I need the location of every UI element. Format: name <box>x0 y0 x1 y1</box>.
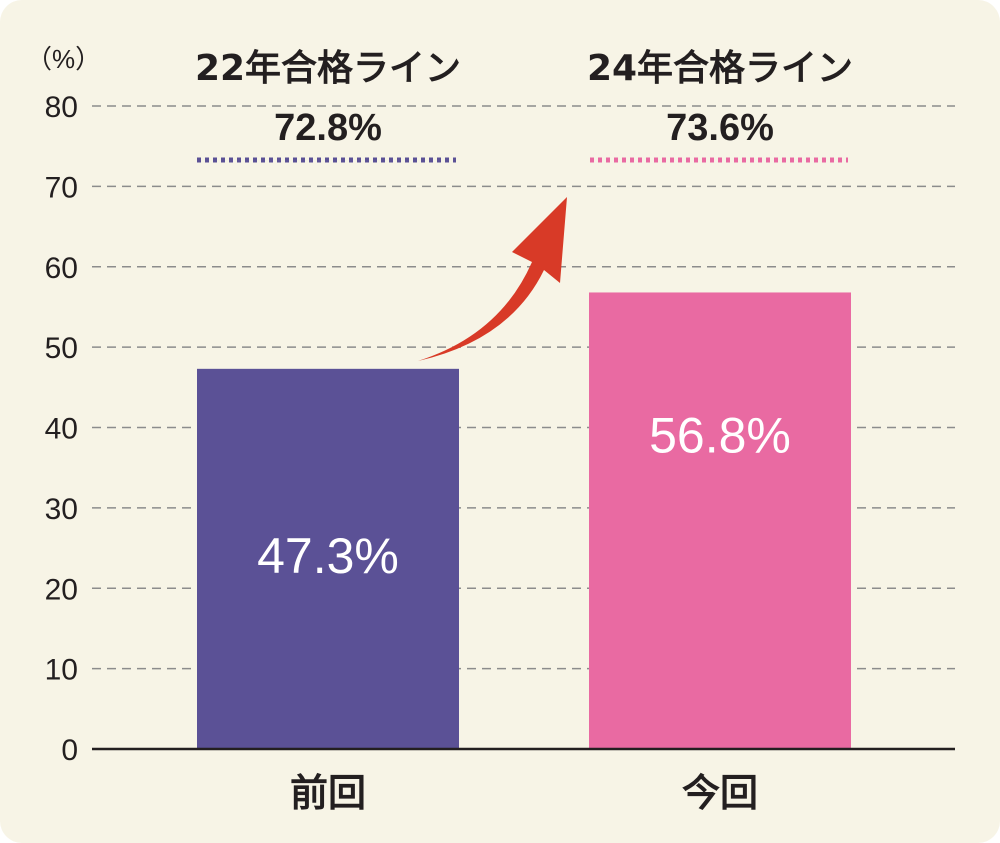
bar-value-label-2: 56.8% <box>649 408 791 464</box>
y-tick-label-40: 40 <box>45 413 78 446</box>
bar-1 <box>197 368 459 749</box>
bar-2 <box>589 292 851 749</box>
y-tick-label-70: 70 <box>45 171 78 204</box>
y-tick-label-60: 60 <box>45 252 78 285</box>
y-tick-label-0: 0 <box>61 734 78 767</box>
pass-line-label-1: 22年合格ライン <box>195 48 461 89</box>
bar-value-label-1: 47.3% <box>257 528 399 584</box>
pass-line-label-2: 24年合格ライン <box>587 48 853 89</box>
y-tick-label-80: 80 <box>45 91 78 124</box>
pass-line-value-2: 73.6% <box>666 107 774 149</box>
category-label-1: 前回 <box>290 771 366 815</box>
y-axis-unit-label: （%） <box>26 44 101 74</box>
y-tick-label-50: 50 <box>45 332 78 365</box>
y-tick-label-30: 30 <box>45 493 78 526</box>
pass-line-value-1: 72.8% <box>274 107 382 149</box>
y-tick-label-20: 20 <box>45 573 78 606</box>
trend-arrow-icon <box>418 197 567 361</box>
category-label-2: 今回 <box>682 771 758 815</box>
y-tick-label-10: 10 <box>45 654 78 687</box>
